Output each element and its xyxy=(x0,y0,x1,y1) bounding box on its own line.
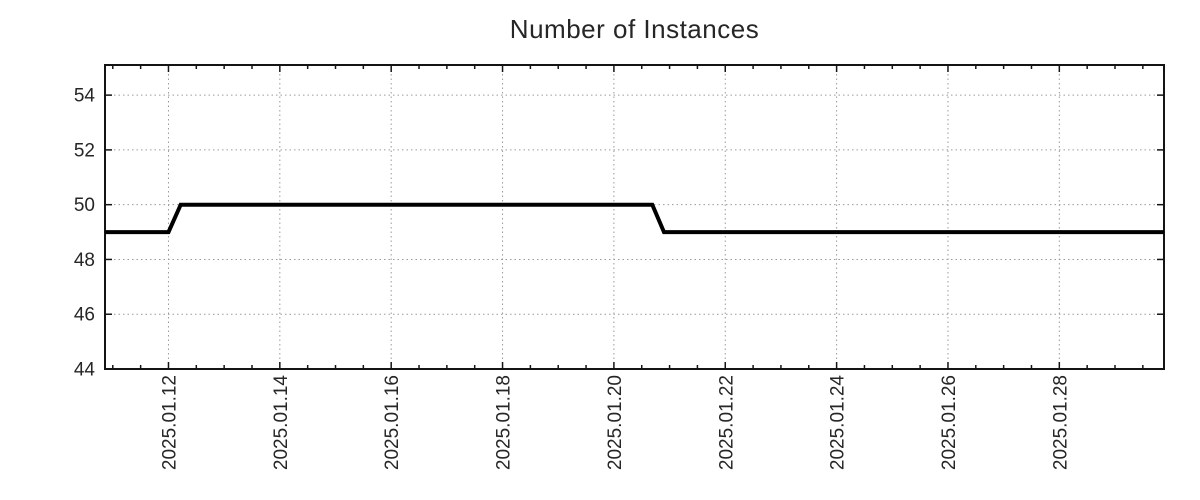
axis-ticks xyxy=(105,65,1164,369)
y-tick-label: 46 xyxy=(74,305,95,326)
x-tick-label: 2025.01.22 xyxy=(716,375,737,470)
tick-labels: 44 46 48 50 52 54 2025.01.12 2025.01.14 2025.01.… xyxy=(74,86,1071,470)
y-tick-label: 50 xyxy=(74,195,95,216)
x-tick-label: 2025.01.12 xyxy=(159,375,180,470)
y-tick-label: 48 xyxy=(74,250,95,271)
y-tick-label: 44 xyxy=(74,360,96,381)
x-tick-label: 2025.01.28 xyxy=(1050,375,1071,470)
x-tick-label: 2025.01.20 xyxy=(605,375,626,470)
plot-border xyxy=(104,64,1165,370)
x-tick-label: 2025.01.16 xyxy=(382,375,403,470)
x-tick-label: 2025.01.18 xyxy=(494,375,515,470)
x-tick-label: 2025.01.26 xyxy=(939,375,960,470)
chart-title: Number of Instances xyxy=(509,14,760,44)
y-tick-label: 52 xyxy=(74,140,95,161)
x-tick-label: 2025.01.14 xyxy=(271,375,292,471)
y-tick-label: 54 xyxy=(74,86,96,107)
x-tick-label: 2025.01.24 xyxy=(828,375,849,471)
series-line-instances xyxy=(105,202,1164,235)
gridlines xyxy=(105,65,1164,369)
